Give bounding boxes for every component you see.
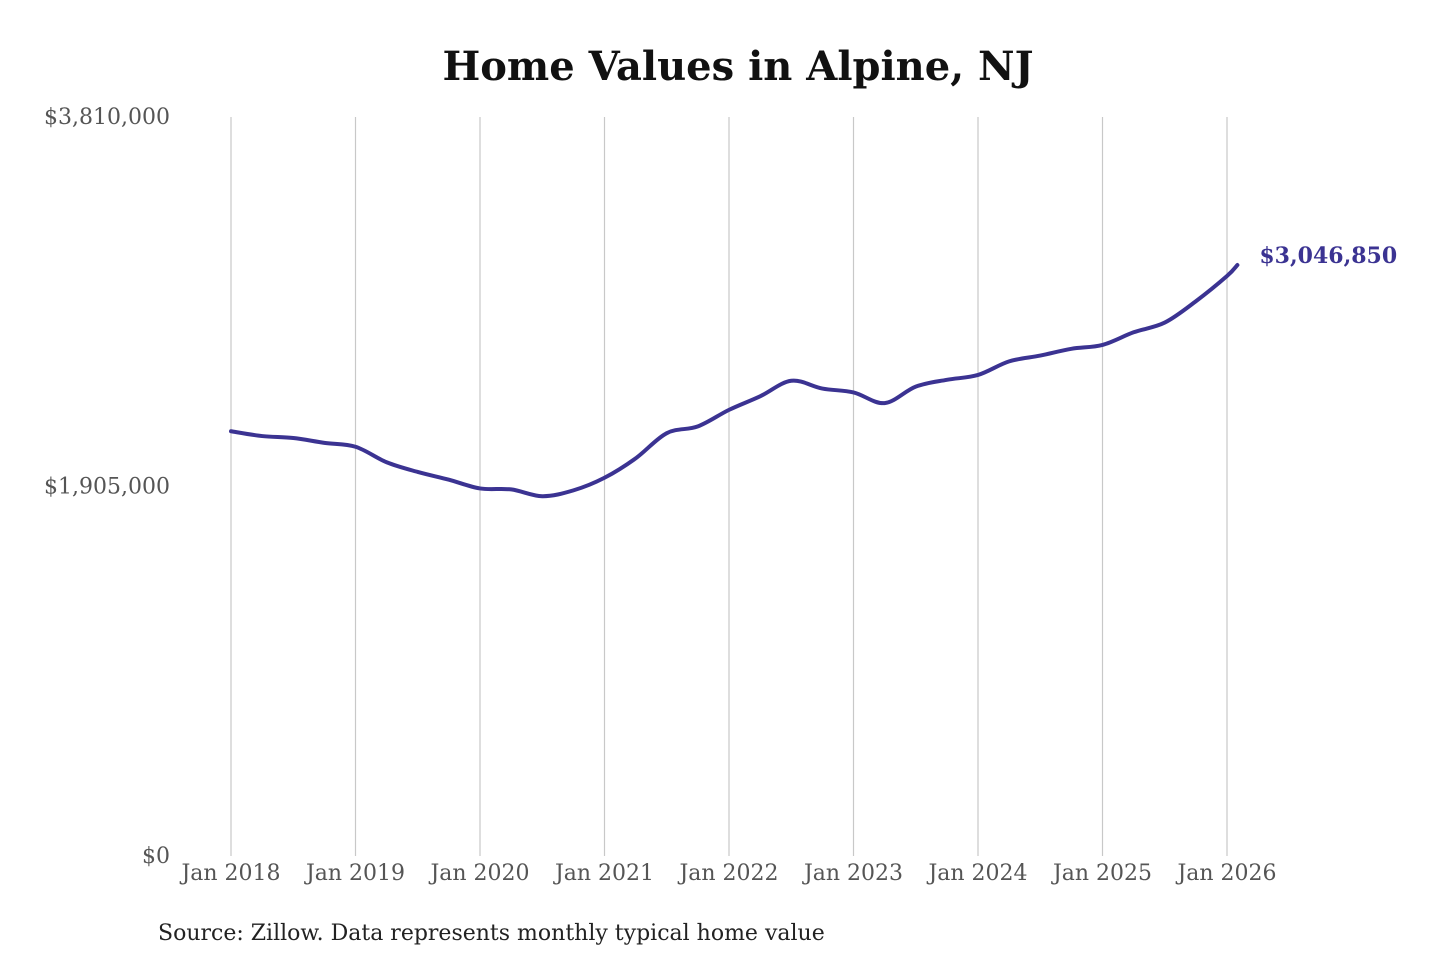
series-line	[229, 263, 1240, 499]
x-tick-label: Jan 2019	[304, 861, 405, 886]
series-group	[229, 263, 1240, 499]
x-tick-label: Jan 2018	[179, 861, 280, 886]
x-tick-label: Jan 2022	[677, 861, 778, 886]
y-axis: $0 $1,905,000 $3,810,000	[44, 105, 170, 869]
x-tick-label: Jan 2025	[1051, 861, 1152, 886]
x-tick-label: Jan 2020	[428, 861, 529, 886]
x-axis: Jan 2018 Jan 2019 Jan 2020 Jan 2021 Jan 2022…	[179, 861, 1276, 886]
y-tick-label: $1,905,000	[44, 475, 170, 500]
x-tick-label: Jan 2023	[802, 861, 903, 886]
source-note: Source: Zillow. Data represents monthly …	[158, 921, 825, 946]
y-tick-label: $3,810,000	[44, 105, 170, 130]
x-tick-label: Jan 2024	[926, 861, 1027, 886]
end-value-label: $3,046,850	[1259, 243, 1397, 269]
x-tick-label: Jan 2021	[553, 861, 654, 886]
y-tick-label: $0	[142, 844, 170, 869]
vertical-gridlines	[230, 117, 1228, 856]
chart-title: Home Values in Alpine, NJ	[442, 43, 1033, 90]
x-tick-label: Jan 2026	[1175, 861, 1276, 886]
